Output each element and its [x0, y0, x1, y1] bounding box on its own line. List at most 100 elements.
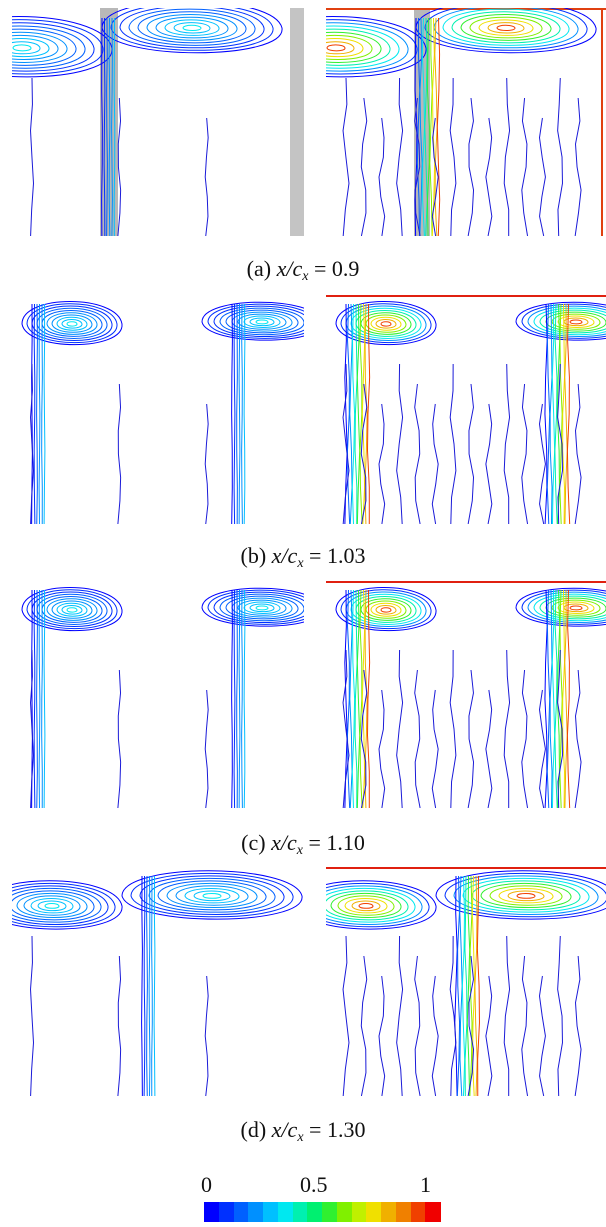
wake-contour: [231, 303, 233, 524]
vortex-contour: [498, 888, 554, 904]
flow-contour: [204, 975, 209, 1096]
vortex-contour: [337, 895, 395, 916]
wake-contour: [354, 589, 358, 808]
wake-contour: [233, 589, 236, 808]
flow-contour: [449, 77, 457, 236]
wake-contour: [36, 303, 38, 524]
colorbar-band: [233, 1202, 249, 1222]
vortex-contour: [380, 607, 392, 613]
wake-contour: [419, 17, 423, 236]
vortex-contour: [326, 16, 427, 78]
wake-contour: [351, 303, 356, 524]
wake-contour: [416, 17, 421, 236]
wake-contour: [153, 875, 156, 1096]
colorbar: [204, 1202, 441, 1222]
vortex-contour: [31, 305, 113, 341]
vortex-contour: [243, 315, 281, 328]
vortex-contour: [21, 587, 123, 632]
vortex-contour: [487, 22, 525, 34]
flow-contour: [342, 649, 350, 808]
wake-contour: [33, 303, 36, 524]
caption-c-eq: = 1.10: [308, 830, 365, 855]
vortex-contour: [521, 303, 606, 339]
flow-contour: [521, 383, 529, 524]
wake-contour: [231, 589, 233, 808]
flow-contour: [414, 669, 421, 808]
vortex-contour: [157, 880, 267, 911]
flow-contour: [538, 403, 546, 524]
wake-contour: [434, 17, 438, 236]
wake-contour: [108, 17, 111, 236]
colorbar-band: [410, 1202, 426, 1222]
vortex-contour: [231, 597, 293, 618]
wake-contour: [356, 303, 361, 524]
wake-contour: [238, 589, 241, 808]
flow-contour: [378, 403, 386, 524]
panel-c-left: [12, 580, 304, 808]
vortex-contour: [36, 307, 108, 339]
caption-a-var: x/c: [276, 256, 303, 281]
wake-contour: [459, 875, 463, 1096]
wake-contour: [426, 17, 430, 236]
vortex-contour: [12, 880, 123, 930]
flow-contour: [449, 363, 457, 524]
caption-d-label: (d): [240, 1117, 267, 1142]
wake-contour: [554, 303, 558, 524]
vortex-contour: [128, 8, 256, 46]
wake-contour: [38, 589, 41, 808]
vortex-contour: [471, 880, 581, 911]
flow-contour: [503, 935, 511, 1096]
wake-contour: [41, 589, 43, 808]
vortex-contour: [119, 8, 265, 49]
vortex-contour: [340, 303, 432, 344]
vortex-contour: [237, 599, 287, 616]
vortex-contour: [326, 41, 355, 55]
colorbar-band: [322, 1202, 338, 1222]
vortex-contour: [435, 870, 606, 920]
caption-c-label: (c): [241, 830, 266, 855]
vortex-contour: [563, 317, 589, 327]
caption-c-sub: x: [296, 843, 303, 858]
flow-contour: [30, 363, 34, 524]
vortex-contour: [21, 301, 123, 346]
wake-contour: [241, 589, 243, 808]
caption-d-eq: = 1.30: [309, 1117, 366, 1142]
colorbar-band: [292, 1202, 308, 1222]
vortex-contour: [12, 31, 68, 63]
flow-contour: [431, 689, 439, 808]
vortex-contour: [148, 877, 276, 913]
vortex-contour: [207, 589, 304, 625]
wake-contour: [151, 875, 153, 1096]
vortex-contour: [30, 897, 74, 914]
vortex-contour: [12, 25, 86, 69]
vortex-contour: [184, 888, 240, 904]
contour-plot-b-right: [326, 295, 606, 524]
vortex-contour: [110, 8, 274, 51]
wake-contour: [562, 589, 566, 808]
flow-contour: [503, 363, 511, 524]
caption-b: (b) x/cx = 1.03: [0, 543, 606, 577]
vortex-contour: [46, 598, 98, 621]
wake-contour: [464, 875, 468, 1096]
vortex-contour: [326, 25, 400, 69]
flow-contour: [396, 935, 404, 1096]
wake-contour: [344, 303, 348, 524]
vortex-contour: [12, 44, 32, 52]
flow-contour: [557, 363, 563, 524]
vortex-contour: [569, 319, 583, 325]
flow-contour: [467, 669, 475, 808]
vortex-contour: [193, 890, 231, 902]
colorbar-tick-mid: 0.5: [300, 1172, 328, 1197]
vortex-contour: [12, 890, 95, 921]
flow-contour: [396, 363, 404, 524]
vortex-contour: [340, 589, 432, 630]
wake-contour: [346, 303, 351, 524]
vortex-contour: [26, 303, 118, 344]
vortex-contour: [12, 19, 104, 75]
contour-plot-c-right: [326, 581, 606, 808]
vortex-contour: [515, 587, 606, 627]
wake-contour: [143, 875, 146, 1096]
caption-b-var: x/c: [271, 543, 298, 568]
flow-contour: [467, 955, 475, 1096]
vortex-contour: [146, 14, 238, 41]
